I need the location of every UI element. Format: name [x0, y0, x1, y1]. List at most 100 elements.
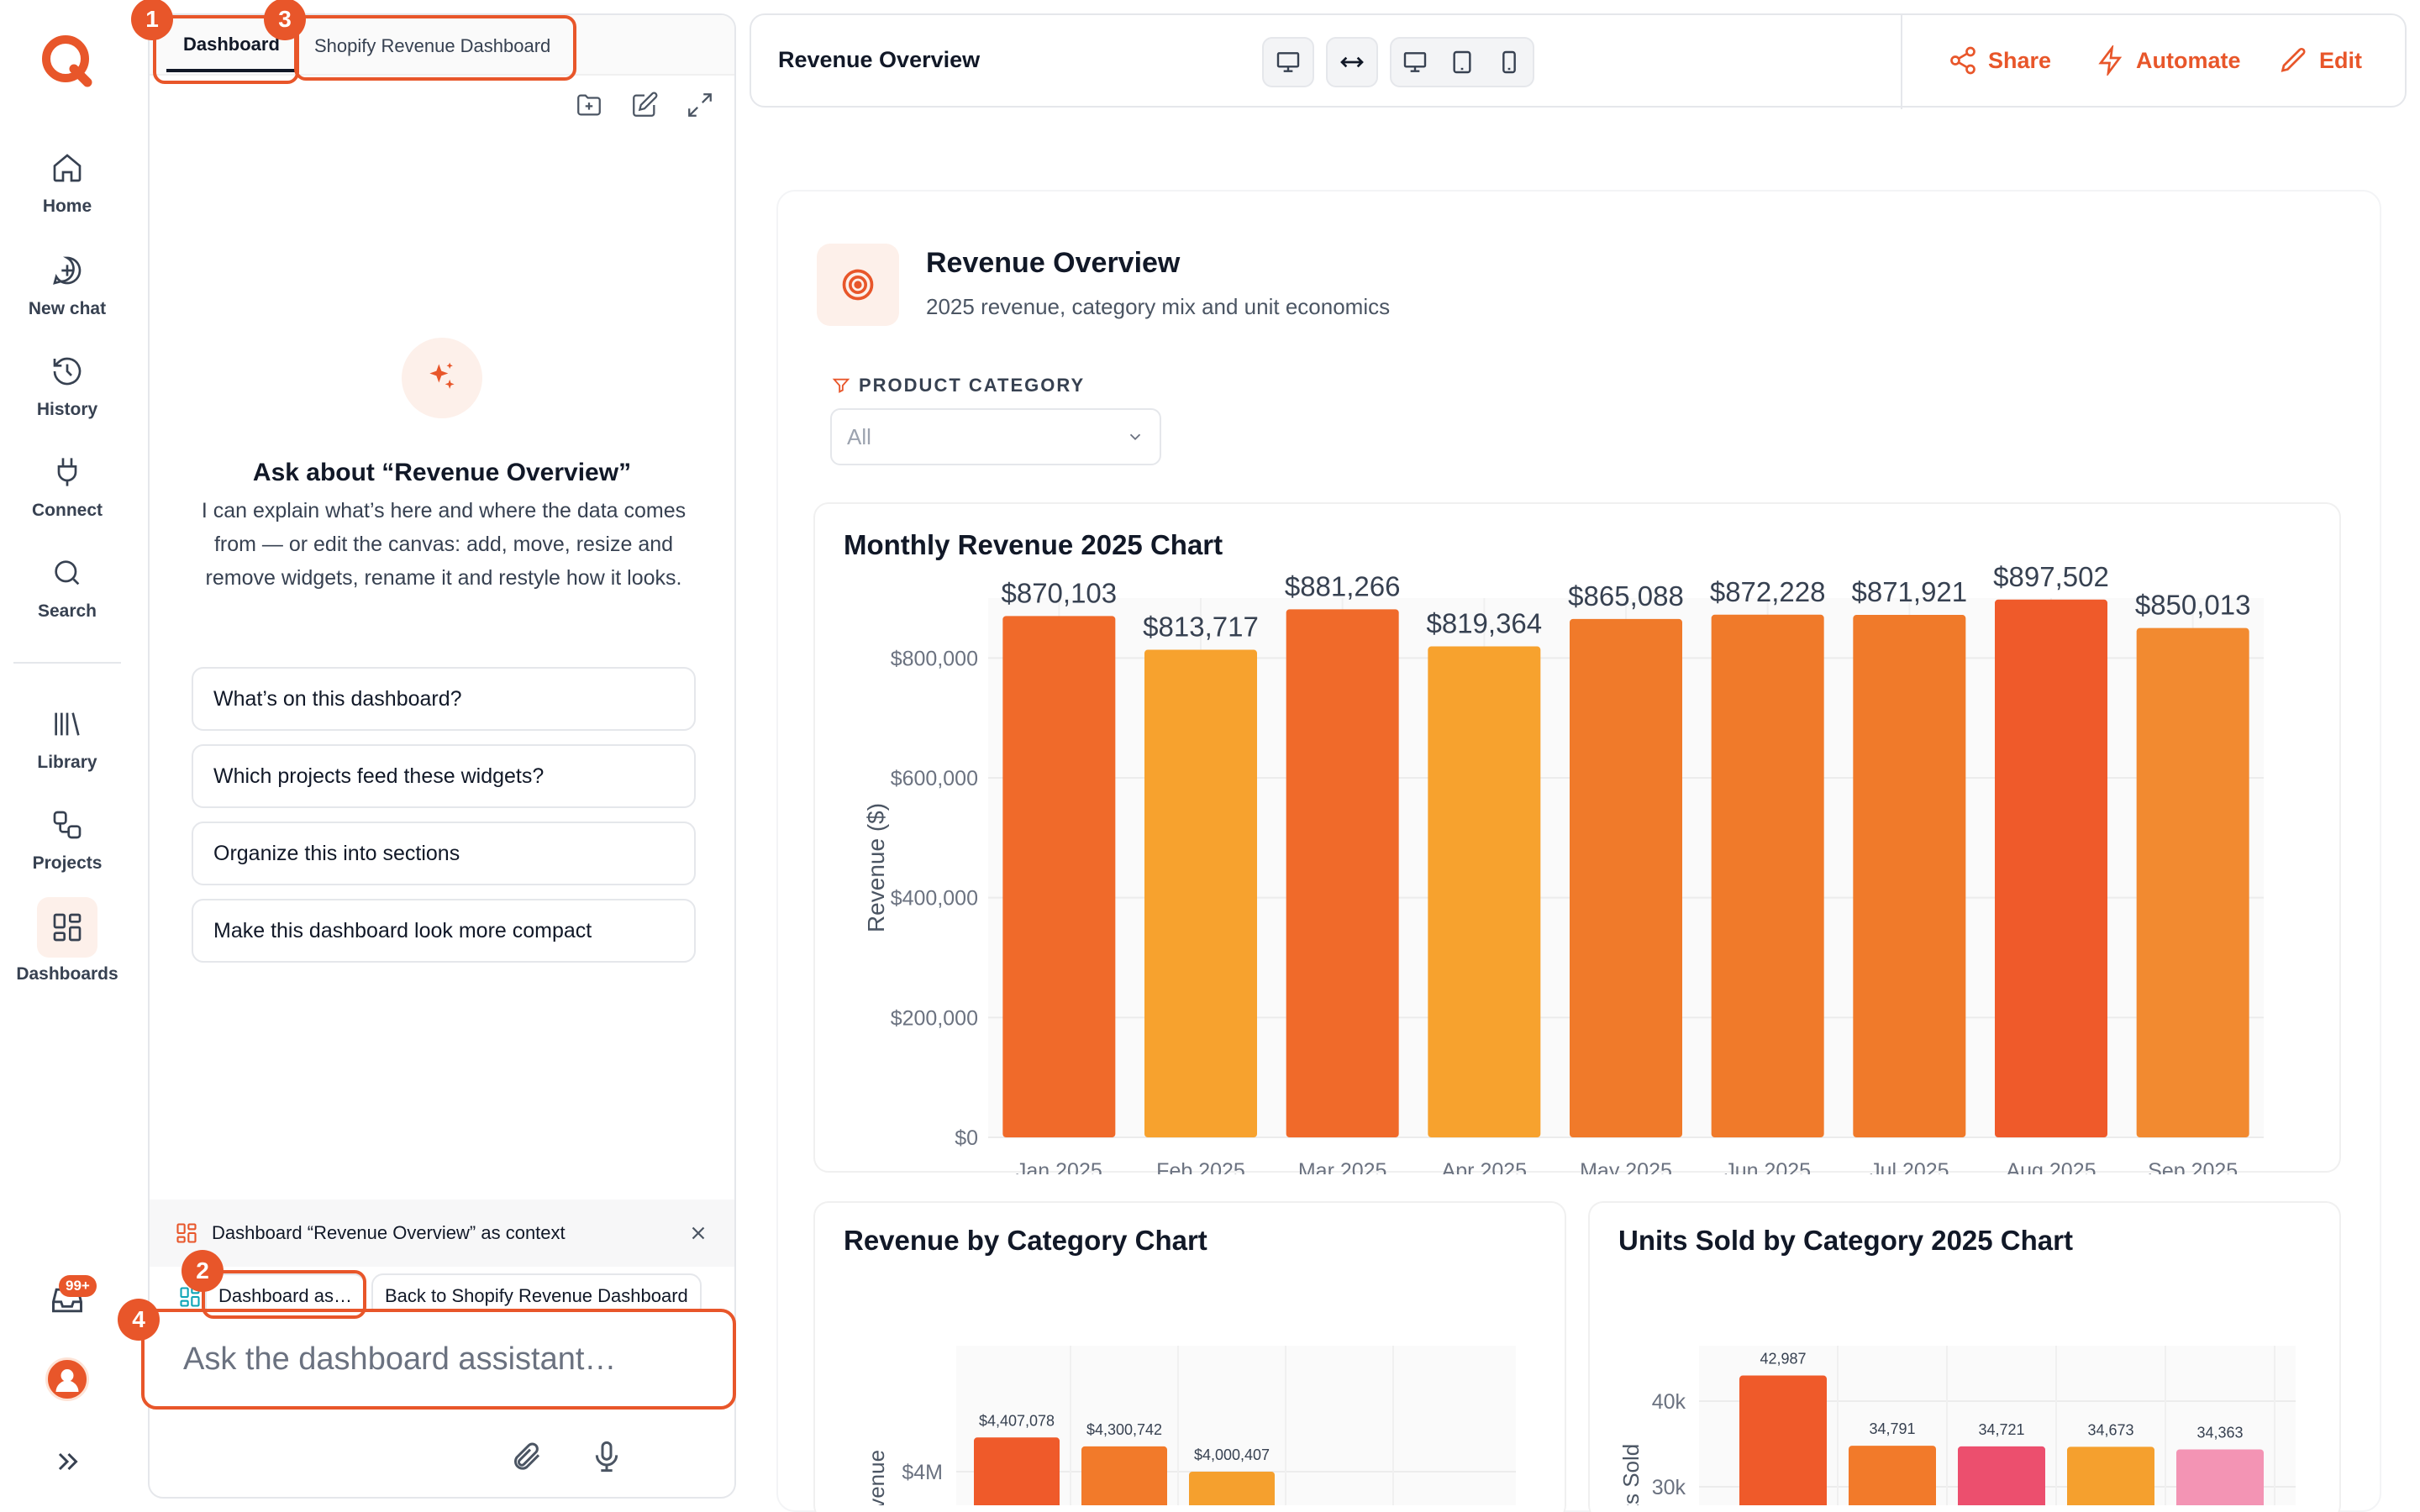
dashboards-active-bg [37, 897, 97, 958]
dashboard-context-icon [175, 1221, 198, 1245]
data-label: $871,921 [1852, 576, 1968, 607]
target-icon [839, 266, 876, 303]
bar [974, 1437, 1060, 1505]
dashboard-header-icon-box [817, 244, 899, 326]
y-tick-label: $800,000 [891, 647, 978, 670]
nav-home[interactable]: Home [0, 151, 134, 217]
data-label: $813,717 [1143, 612, 1259, 643]
suggestion-button[interactable]: Make this dashboard look more compact [192, 899, 696, 963]
x-tick-label: Sep 2025 [2148, 1159, 2238, 1174]
mobile-icon[interactable] [1496, 49, 1523, 76]
context-bar: Dashboard “Revenue Overview” as context [150, 1200, 734, 1267]
x-tick-label: Aug 2025 [2006, 1159, 2096, 1174]
projects-icon [50, 808, 84, 842]
revenue-by-category-chart: $3M$4M$4,407,078$4,300,742$4,000,407$2,9… [864, 1346, 1516, 1505]
bar [1570, 618, 1682, 1137]
nav-dashboards[interactable]: Dashboards [0, 897, 134, 984]
history-icon [50, 354, 84, 388]
full-width-button[interactable] [1326, 37, 1378, 87]
nav-projects[interactable]: Projects [0, 808, 134, 874]
automate-label: Automate [2136, 47, 2241, 73]
edit-button[interactable]: Edit [2279, 45, 2362, 76]
suggestion-button[interactable]: Organize this into sections [192, 822, 696, 885]
presentation-icon [1275, 49, 1302, 76]
app-logo[interactable] [37, 30, 97, 91]
chat-input[interactable]: Ask the dashboard assistant… [141, 1309, 736, 1410]
bar [1081, 1446, 1167, 1505]
tab-dashboard[interactable]: Dashboard [166, 20, 297, 72]
microphone-icon[interactable] [590, 1440, 623, 1473]
ask-description: I can explain what’s here and where the … [201, 499, 687, 590]
data-label: $865,088 [1568, 580, 1684, 612]
nav-new-chat[interactable]: New chat [0, 254, 134, 319]
topbar-title: Revenue Overview [778, 47, 981, 72]
x-tick-label: Mar 2025 [1298, 1159, 1387, 1174]
bar [2136, 627, 2249, 1137]
bar [1189, 1471, 1275, 1505]
y-tick-label: $400,000 [891, 887, 978, 911]
suggestion-button[interactable]: Which projects feed these widgets? [192, 744, 696, 808]
expand-rail-icon[interactable] [52, 1446, 82, 1477]
bar [1853, 615, 1966, 1137]
x-tick-label: Jun 2025 [1724, 1159, 1811, 1174]
chat-panel: Dashboard Shopify Revenue Dashboard Ask … [148, 13, 736, 1499]
bar [1849, 1446, 1936, 1505]
nav-connect-label: Connect [32, 501, 103, 520]
tab-shopify-revenue-dashboard[interactable]: Shopify Revenue Dashboard [314, 35, 551, 56]
chat-tabs: Dashboard Shopify Revenue Dashboard [150, 15, 734, 76]
filter-icon [832, 376, 850, 395]
nav-history[interactable]: History [0, 354, 134, 420]
dashboard-title: Revenue Overview [926, 247, 1181, 279]
monthly-revenue-chart: $0 $200,000 $400,000 $600,000 $800,000 $870,1… [863, 561, 2264, 1174]
data-label: $850,013 [2135, 590, 2251, 621]
share-button[interactable]: Share [1948, 45, 2051, 76]
paperclip-icon[interactable] [509, 1440, 543, 1473]
data-label: 34,363 [2196, 1424, 2243, 1441]
folder-add-icon[interactable] [575, 91, 603, 119]
y-tick-label: 40k [1652, 1390, 1686, 1414]
y-tick-label: $200,000 [891, 1006, 978, 1030]
units-sold-card: Units Sold by Category 2025 Chart 30k 40k… [1588, 1201, 2341, 1512]
sparkle-badge [402, 338, 482, 418]
bar [1958, 1446, 2045, 1505]
monthly-revenue-card: Monthly Revenue 2025 Chart $0 $200,000 $40… [813, 502, 2341, 1174]
units-sold-title: Units Sold by Category 2025 Chart [1618, 1225, 2073, 1256]
edit-icon[interactable] [630, 91, 659, 119]
expand-icon[interactable] [686, 91, 714, 119]
nav-dashboards-label: Dashboards [16, 964, 118, 984]
nav-library[interactable]: Library [0, 707, 134, 773]
y-tick-label: $0 [955, 1126, 978, 1150]
data-label: $4,407,078 [979, 1412, 1055, 1429]
data-label: $881,266 [1285, 570, 1401, 601]
presentation-button[interactable] [1262, 37, 1314, 87]
y-axis-label: Revenue ($) [863, 803, 889, 932]
filter-label-text: PRODUCT CATEGORY [859, 375, 1086, 396]
nav-projects-label: Projects [32, 853, 103, 873]
monthly-revenue-title: Monthly Revenue 2025 Chart [844, 529, 1223, 560]
ask-title: Ask about “Revenue Overview” [252, 459, 632, 486]
product-category-select[interactable]: All [830, 408, 1161, 465]
chat-plus-icon [50, 254, 84, 287]
tablet-icon[interactable] [1449, 49, 1476, 76]
sparkle-icon [424, 360, 460, 396]
data-label: 34,721 [1978, 1421, 2024, 1438]
pencil-icon [2279, 45, 2309, 76]
revenue-by-category-card: Revenue by Category Chart $3M$4M$4,407,0… [813, 1201, 1566, 1512]
device-toggle [1390, 37, 1534, 87]
annotation-number: 4 [118, 1299, 160, 1341]
nav-search-label: Search [37, 601, 97, 621]
bar [2176, 1449, 2264, 1505]
home-icon [50, 151, 84, 185]
plug-icon [50, 455, 84, 489]
nav-search[interactable]: Search [0, 556, 134, 622]
close-icon[interactable] [687, 1222, 709, 1244]
search-icon [50, 556, 84, 590]
desktop-icon[interactable] [1402, 49, 1428, 76]
library-icon [50, 707, 84, 741]
chevron-down-icon [1126, 428, 1144, 446]
suggestion-button[interactable]: What’s on this dashboard? [192, 667, 696, 731]
nav-connect[interactable]: Connect [0, 455, 134, 521]
user-avatar[interactable] [45, 1357, 89, 1401]
automate-button[interactable]: Automate [2096, 45, 2241, 76]
